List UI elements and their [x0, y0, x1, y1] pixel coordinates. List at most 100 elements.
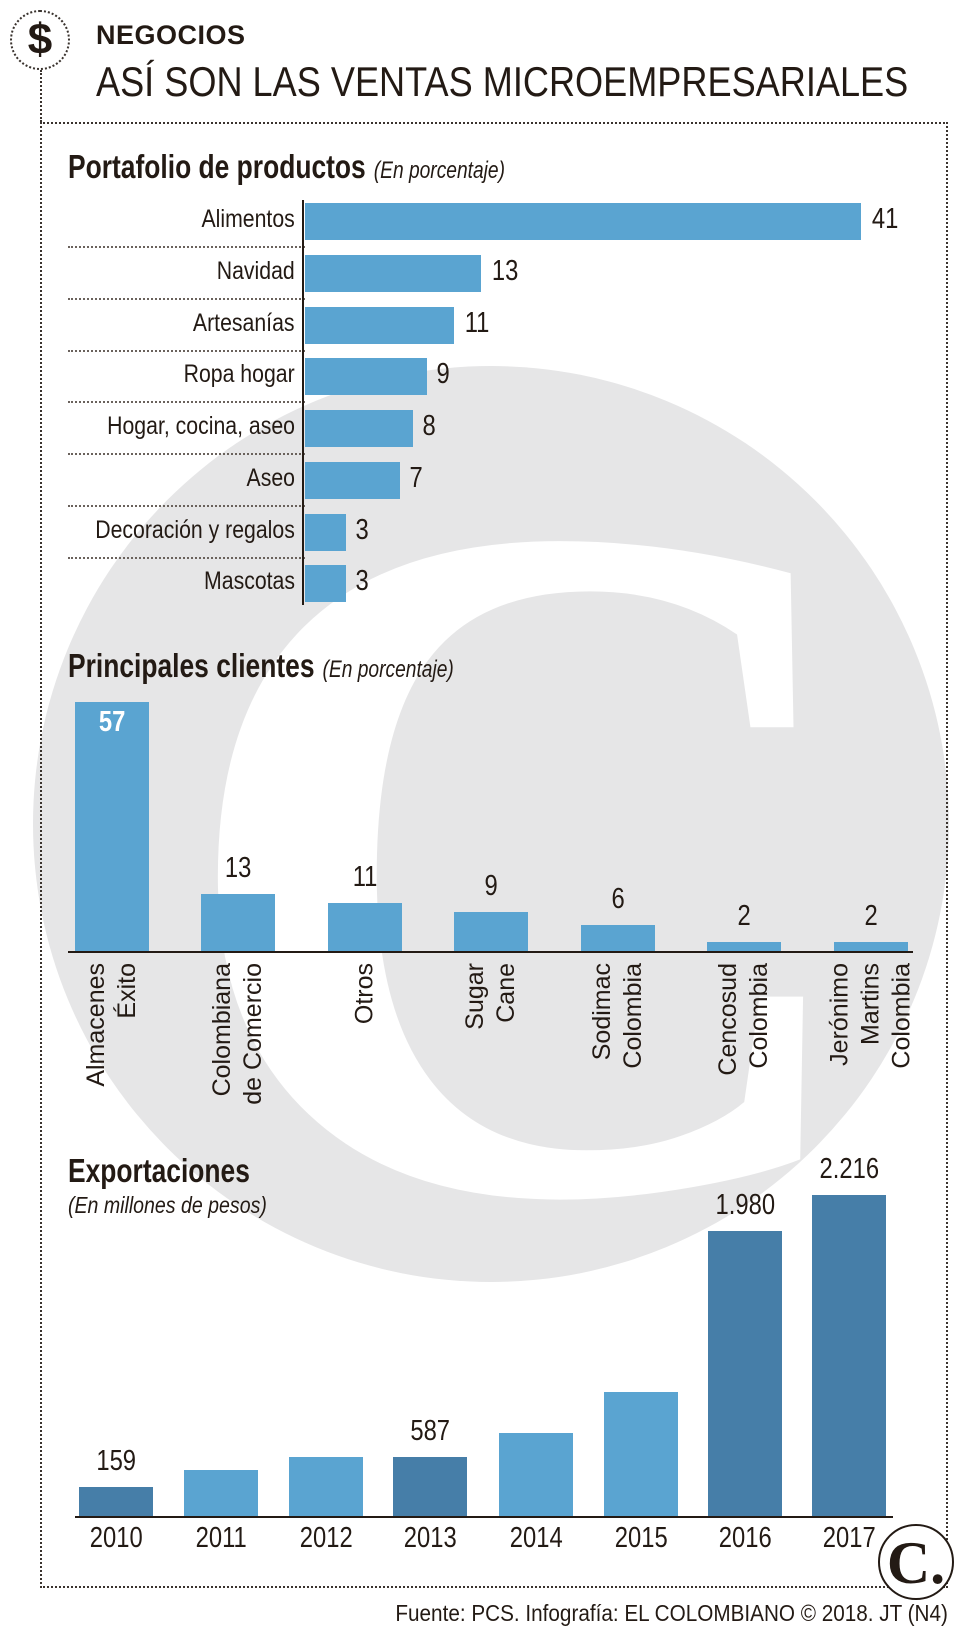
year-label-text: 2013: [403, 1522, 457, 1554]
product-value-text: 7: [409, 462, 423, 494]
export-value-text: 1.980: [715, 1189, 775, 1221]
exports-chart-title: Exportaciones: [68, 1152, 250, 1189]
year-label: 2015: [589, 1522, 693, 1555]
client-value: 9: [454, 870, 528, 903]
el-colombiano-logo: C.: [878, 1524, 954, 1600]
product-value-text: 13: [492, 255, 519, 287]
product-label-text: Mascotas: [204, 567, 295, 595]
product-label-text: Ropa hogar: [183, 360, 295, 388]
section-label: NEGOCIOS: [96, 20, 246, 50]
product-value: 41: [869, 203, 901, 236]
year-label-text: 2014: [509, 1522, 563, 1554]
client-bar: [328, 902, 402, 951]
row-separator: [68, 350, 305, 352]
product-label-text: Artesanías: [193, 309, 295, 337]
export-bar: [708, 1231, 782, 1516]
row-separator: [68, 401, 305, 403]
clients-axis: [68, 951, 913, 953]
client-value: 6: [581, 883, 655, 916]
client-value-text: 13: [224, 852, 252, 885]
products-axis: [302, 200, 304, 605]
export-bar: [812, 1195, 886, 1516]
year-label: 2014: [484, 1522, 588, 1555]
client-label-text: Sodimac Colombia: [588, 963, 647, 1069]
product-value-text: 3: [355, 514, 369, 546]
year-label-text: 2012: [299, 1522, 353, 1554]
export-bar: [289, 1457, 363, 1516]
clients-title-text: Principales clientes: [68, 647, 315, 684]
row-separator: [68, 505, 305, 507]
client-label: Colombiana de Comercio: [207, 963, 269, 1105]
client-value: 57: [75, 706, 149, 739]
product-bar: [305, 255, 482, 292]
client-value-text: 6: [611, 882, 625, 915]
client-label: Almacenes Éxito: [81, 963, 143, 1087]
client-bar: [201, 894, 275, 951]
export-value: 1.980: [688, 1189, 802, 1222]
year-label: 2010: [64, 1522, 168, 1555]
row-separator: [68, 557, 305, 559]
export-value: 2.216: [792, 1153, 906, 1186]
client-label: Jerónimo Martins Colombia: [825, 963, 918, 1069]
product-bar: [305, 203, 861, 240]
row-separator: [68, 453, 305, 455]
export-bar: [393, 1457, 467, 1516]
product-value-text: 41: [871, 203, 898, 235]
products-subtitle: (En porcentaje): [373, 157, 506, 184]
export-bar: [79, 1487, 153, 1516]
client-label-text: Otros: [350, 963, 379, 1025]
client-label-text: Sugar Cane: [461, 963, 520, 1030]
export-value-text: 2.216: [819, 1153, 879, 1185]
product-label: Mascotas: [35, 567, 295, 596]
client-label-text: Cencosud Colombia: [714, 963, 773, 1076]
product-bar: [305, 307, 455, 344]
client-label: Sugar Cane: [460, 963, 522, 1030]
source-credit: Fuente: PCS. Infografía: EL COLOMBIANO ©…: [395, 1600, 948, 1626]
client-value: 2: [834, 900, 908, 933]
year-label: 2017: [797, 1522, 901, 1555]
client-value: 2: [707, 900, 781, 933]
product-value-text: 3: [355, 565, 369, 597]
product-label: Ropa hogar: [35, 360, 295, 389]
product-label-text: Alimentos: [201, 205, 295, 233]
frame-connector: [40, 70, 42, 122]
year-label-text: 2015: [614, 1522, 668, 1554]
product-bar: [305, 410, 414, 447]
client-bar: [707, 942, 781, 951]
client-value-text: 2: [864, 900, 878, 933]
client-value-text: 57: [98, 705, 126, 738]
content-frame: [40, 122, 948, 1588]
year-label-text: 2011: [195, 1522, 247, 1554]
product-value: 13: [489, 255, 521, 288]
product-label: Alimentos: [35, 205, 295, 234]
year-label: 2012: [274, 1522, 378, 1555]
client-label-text: Jerónimo Martins Colombia: [825, 963, 916, 1069]
export-value-text: 159: [96, 1445, 136, 1477]
product-label: Decoración y regalos: [35, 516, 295, 545]
product-value: 3: [354, 565, 370, 598]
client-value: 11: [328, 861, 402, 894]
products-chart-title: Portafolio de productos (En porcentaje): [68, 148, 505, 186]
page-title: ASÍ SON LAS VENTAS MICROEMPRESARIALES: [96, 58, 909, 105]
product-label-text: Hogar, cocina, aseo: [107, 412, 295, 440]
row-separator: [68, 298, 305, 300]
product-label: Artesanías: [35, 309, 295, 338]
client-value-text: 11: [352, 860, 378, 893]
client-bar: [454, 911, 528, 951]
exports-subtitle: (En millones de pesos): [68, 1192, 267, 1218]
product-label-text: Decoración y regalos: [95, 516, 295, 544]
export-value-text: 587: [410, 1415, 450, 1447]
clients-subtitle: (En porcentaje): [322, 656, 454, 683]
year-label-text: 2017: [822, 1522, 876, 1554]
export-bar: [604, 1392, 678, 1516]
product-value: 7: [408, 462, 424, 495]
year-label-text: 2010: [89, 1522, 143, 1554]
export-value: 587: [373, 1415, 487, 1448]
product-label: Navidad: [35, 257, 295, 286]
client-label: Otros: [350, 963, 381, 1024]
product-bar: [305, 565, 346, 602]
year-label: 2013: [378, 1522, 482, 1555]
product-label-text: Navidad: [217, 257, 295, 285]
export-bar: [184, 1470, 258, 1516]
